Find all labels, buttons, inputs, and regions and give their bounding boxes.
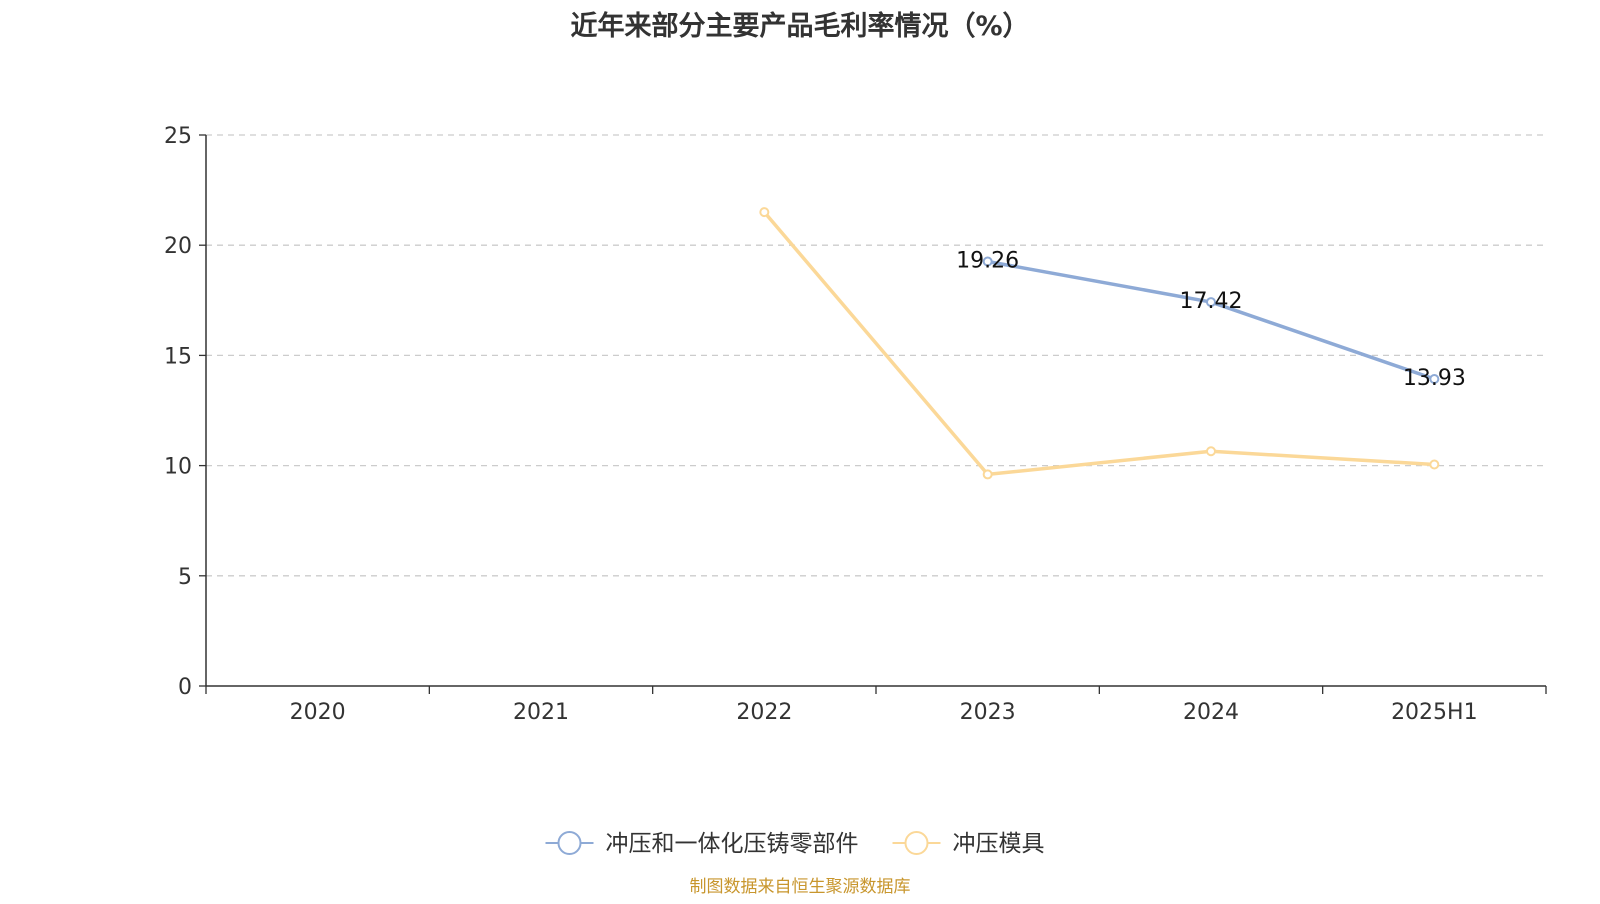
- y-tick-label: 25: [164, 124, 192, 149]
- data-label: 13.93: [1403, 366, 1466, 391]
- y-tick-label: 15: [164, 344, 192, 369]
- x-tick-label: 2021: [513, 700, 569, 725]
- source-note: 制图数据来自恒生聚源数据库: [689, 877, 911, 897]
- x-tick-label: 2022: [736, 700, 792, 725]
- data-point: [982, 256, 993, 267]
- data-label: 19.26: [956, 249, 1019, 274]
- series-line-0: [987, 259, 1435, 381]
- legend-marker-0: [557, 831, 582, 855]
- data-point: [1429, 373, 1440, 384]
- legend-marker-1: [904, 831, 929, 855]
- data-point: [1429, 459, 1440, 470]
- legend-label: 冲压模具: [953, 831, 1045, 857]
- y-tick-label: 5: [178, 565, 192, 590]
- data-point: [982, 469, 993, 480]
- x-tick-label: 2024: [1183, 700, 1239, 725]
- legend-label: 冲压和一体化压铸零部件: [606, 831, 859, 857]
- y-tick-label: 0: [178, 675, 192, 700]
- data-label: 17.42: [1180, 289, 1243, 314]
- data-point: [759, 207, 770, 218]
- data-point: [1206, 446, 1216, 457]
- y-tick-label: 20: [164, 234, 192, 259]
- x-tick-label: 2023: [960, 700, 1016, 725]
- x-tick-label: 2020: [290, 700, 346, 725]
- data-point: [1206, 297, 1216, 308]
- x-tick-label: 2025H1: [1391, 700, 1478, 725]
- y-tick-label: 10: [164, 455, 192, 480]
- series-line-1: [763, 211, 1435, 477]
- chart-title: 近年来部分主要产品毛利率情况（%）: [570, 11, 1030, 42]
